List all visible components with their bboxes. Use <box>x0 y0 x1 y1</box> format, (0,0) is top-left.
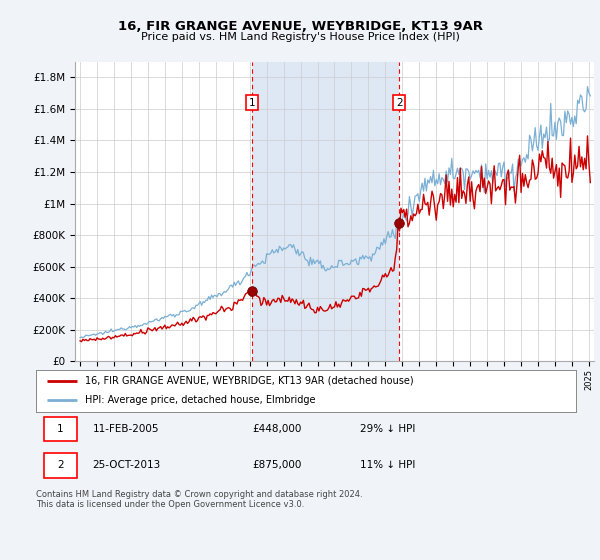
Text: 11-FEB-2005: 11-FEB-2005 <box>92 424 159 434</box>
Text: Contains HM Land Registry data © Crown copyright and database right 2024.
This d: Contains HM Land Registry data © Crown c… <box>36 490 362 510</box>
Bar <box>252 62 399 361</box>
Text: £875,000: £875,000 <box>252 460 301 470</box>
Text: 1: 1 <box>57 424 64 434</box>
Text: Price paid vs. HM Land Registry's House Price Index (HPI): Price paid vs. HM Land Registry's House … <box>140 32 460 42</box>
Text: 1: 1 <box>248 97 255 108</box>
Text: 16, FIR GRANGE AVENUE, WEYBRIDGE, KT13 9AR (detached house): 16, FIR GRANGE AVENUE, WEYBRIDGE, KT13 9… <box>85 376 413 386</box>
Text: HPI: Average price, detached house, Elmbridge: HPI: Average price, detached house, Elmb… <box>85 395 315 405</box>
Text: 25-OCT-2013: 25-OCT-2013 <box>92 460 161 470</box>
FancyBboxPatch shape <box>44 417 77 441</box>
FancyBboxPatch shape <box>44 453 77 478</box>
Text: 16, FIR GRANGE AVENUE, WEYBRIDGE, KT13 9AR: 16, FIR GRANGE AVENUE, WEYBRIDGE, KT13 9… <box>118 20 482 32</box>
Text: 2: 2 <box>57 460 64 470</box>
Text: 2: 2 <box>396 97 403 108</box>
Text: 29% ↓ HPI: 29% ↓ HPI <box>360 424 415 434</box>
Text: 11% ↓ HPI: 11% ↓ HPI <box>360 460 415 470</box>
Text: £448,000: £448,000 <box>252 424 301 434</box>
